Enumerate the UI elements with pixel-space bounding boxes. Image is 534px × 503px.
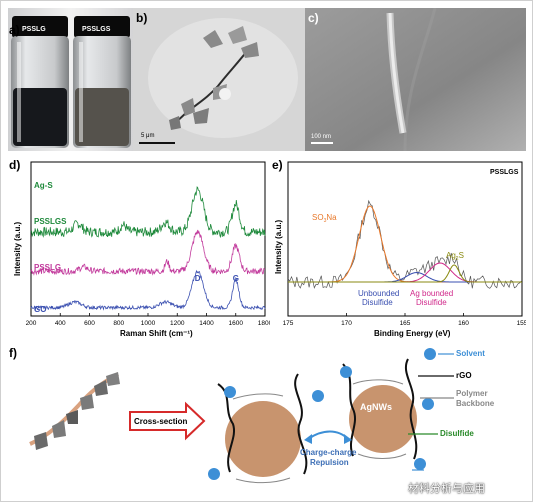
solvent-molecule: [422, 398, 434, 410]
vial-right-liquid: [75, 88, 129, 146]
watermark: 材料分析与应用: [408, 482, 485, 495]
solvent-molecule: [224, 386, 236, 398]
xps-x-tick-label: 165: [400, 320, 411, 327]
schematic: [29, 348, 454, 484]
panel-c: c) 100 nm: [305, 8, 526, 151]
raman-g-band-label: G: [233, 274, 239, 283]
xps-component-4: [288, 264, 522, 283]
vial-left-liquid: [13, 88, 67, 146]
raman-x-tick-label: 200: [26, 320, 37, 327]
raman-legend-go: GO: [34, 305, 46, 314]
agnws-label: AgNWs: [360, 402, 392, 412]
xps-x-tick-label: 175: [283, 320, 294, 327]
xps-label-agbound-2: Disulfide: [416, 298, 447, 307]
panel-f-label: f): [9, 346, 17, 360]
solvent-molecule: [312, 390, 324, 402]
legend-polymer-2: Backbone: [456, 399, 495, 408]
panel-a-label: a): [9, 23, 20, 37]
raman-x-tick-label: 1200: [170, 320, 185, 327]
legend-disulfide: Disulfide: [440, 429, 474, 438]
solvent-legend-icon: [424, 348, 436, 360]
vial-left-label: PSSLG: [22, 26, 46, 33]
panel-e-label: e): [272, 158, 283, 172]
raman-legend-psslgs: PSSLGS: [34, 217, 67, 226]
xps-label-ag2s: Ag2S: [446, 251, 464, 262]
raman-series-go: [30, 269, 266, 311]
xps-component-2: [288, 271, 522, 283]
sem-scale-bar: 100 nm: [311, 134, 332, 140]
xps-x-tick-label: 155: [517, 320, 526, 327]
raman-legend-ags: Ag-S: [34, 181, 53, 190]
panel-d-label: d): [9, 158, 21, 172]
raman-d-band-label: D: [195, 274, 201, 283]
raman-ylabel: Intensity (a.u.): [13, 221, 22, 276]
raman-xlabel: Raman Shift (cm⁻¹): [120, 329, 193, 338]
agnw-cross-section-right: [342, 358, 418, 460]
panel-e: e) 175 170 165 160 155 PSSLGS Intensity (a.u…: [270, 156, 526, 342]
repulsion-arrow: [307, 430, 349, 440]
xps-xlabel: Binding Energy (eV): [374, 329, 451, 338]
vial-right-label: PSSLGS: [82, 26, 111, 33]
panel-a: a) PSSLG PSSLGS: [8, 8, 134, 151]
raman-x-tick-label: 600: [84, 320, 95, 327]
raman-series-psslgs: [30, 186, 266, 239]
panel-b-label: b): [136, 11, 148, 25]
raman-chart: 200 400 600 800 1000 1200 1400 1600 1800 Intensi…: [13, 161, 270, 338]
raman-series-psslg: [30, 229, 266, 276]
raman-x-tick-label: 1600: [229, 320, 244, 327]
xps-x-tick-label: 160: [458, 320, 469, 327]
xps-label-unbounded-2: Disulfide: [362, 298, 393, 307]
vial-right: [73, 16, 131, 148]
xps-component-3: [288, 262, 522, 283]
cross-section-label: Cross-section: [134, 417, 188, 426]
xps-label-agbound-1: Ag bounded: [410, 289, 453, 298]
xps-x-tick-label: 170: [341, 320, 352, 327]
raman-plot-frame: [30, 161, 266, 317]
raman-x-tick-label: 1000: [141, 320, 156, 327]
xps-label-so3na: SO3Na: [312, 213, 337, 224]
solvent-molecule: [340, 366, 352, 378]
panel-f: f): [8, 344, 526, 494]
sem-image: [305, 8, 526, 151]
legend-rgo: rGO: [456, 371, 472, 380]
repulsion-label-1: Charge-charge: [300, 448, 357, 457]
legend-polymer-1: Polymer: [456, 389, 488, 398]
xps-plot-frame: [287, 161, 523, 317]
vials-photo: [8, 8, 134, 151]
raman-legend-psslg: PSSLG: [34, 263, 61, 272]
legend-solvent: Solvent: [456, 349, 485, 358]
raman-x-tick-label: 1800: [258, 320, 270, 327]
raman-x-tick-label: 1400: [199, 320, 214, 327]
vial-left: [11, 16, 69, 148]
nanowire-hybrid: [29, 372, 120, 450]
panel-d: d) 200 400 600 800 1000 1200 1400 1600 1800 Inte…: [8, 156, 270, 342]
raman-x-tick-label: 800: [113, 320, 124, 327]
raman-x-tick-label: 400: [55, 320, 66, 327]
tem-scale-bar: 5 μm: [141, 133, 155, 139]
panel-b: b) 5 μm: [133, 8, 305, 151]
cross-section-arrow: [129, 401, 206, 441]
panel-c-label: c): [308, 11, 319, 25]
solvent-molecule: [414, 458, 426, 470]
solvent-molecule: [208, 468, 220, 480]
tem-image: [133, 8, 305, 151]
xps-ylabel: Intensity (a.u.): [274, 219, 283, 274]
xps-chart: 175 170 165 160 155 PSSLGS Intensity (a.u.) …: [274, 161, 526, 338]
repulsion-label-2: Repulsion: [310, 458, 349, 467]
xps-title: PSSLGS: [490, 169, 519, 176]
xps-label-unbounded-1: Unbounded: [358, 289, 399, 298]
